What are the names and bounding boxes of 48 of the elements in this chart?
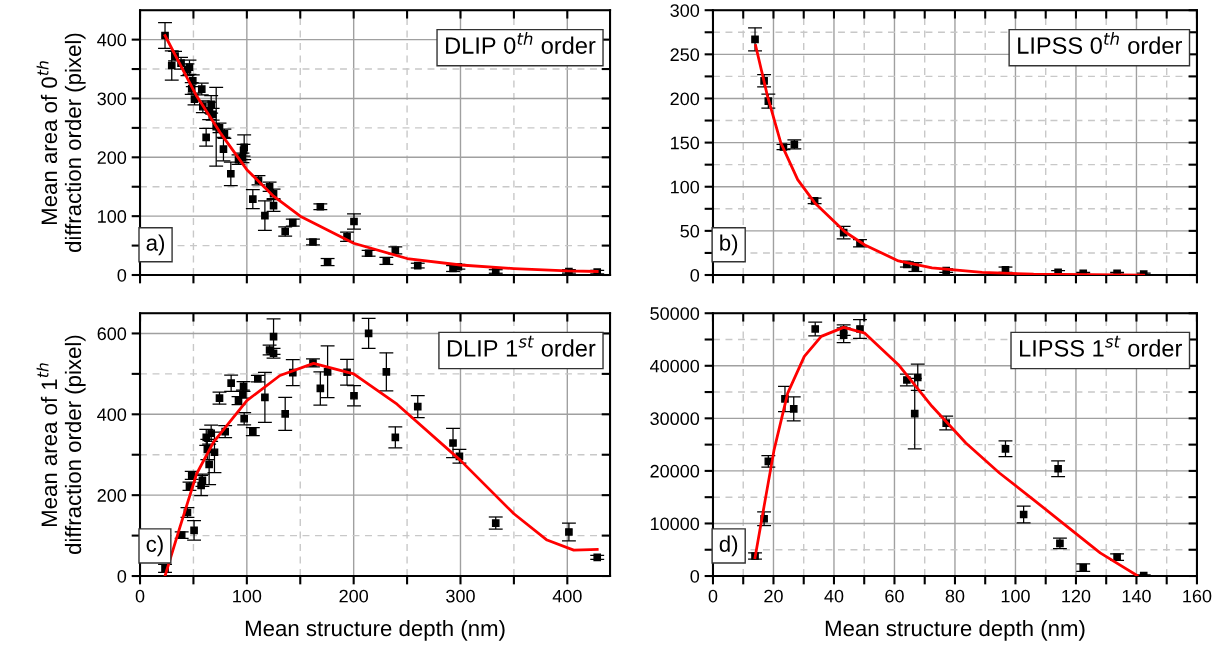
x-tick-label: 100 — [233, 589, 262, 603]
x-tick-label: 60 — [885, 589, 904, 603]
y-tick-label: 0 — [117, 268, 127, 282]
y-tick-label: 600 — [97, 327, 127, 341]
x-tick-label: 0 — [708, 589, 718, 603]
annotation: a) — [146, 234, 165, 256]
x-tick-label: 40 — [824, 589, 844, 603]
y-tick-label: 300 — [97, 92, 127, 106]
annotation: c) — [146, 535, 163, 557]
x-tick-label: 20 — [764, 589, 783, 603]
x-tick-label: 100 — [1001, 589, 1030, 603]
y-tick-label: 400 — [97, 408, 127, 422]
y-tick-label: 20000 — [650, 464, 700, 478]
y-tick-label: 200 — [670, 92, 700, 106]
x-axis-title: Mean structure depth (nm) — [245, 619, 505, 641]
y-tick-label: 150 — [671, 136, 700, 150]
y-tick-label: 0 — [117, 569, 127, 583]
x-tick-label: 200 — [339, 589, 369, 603]
x-tick-label: 0 — [135, 589, 145, 603]
y-tick-label: 0 — [690, 268, 700, 282]
annotation: LIPSS 1$^{st}$ order — [1020, 335, 1182, 357]
y-tick-label: 100 — [671, 180, 700, 194]
x-tick-label: 160 — [1183, 589, 1212, 603]
x-tick-label: 80 — [945, 589, 965, 603]
annotation: DLIP 0$^{th}$ order — [446, 32, 596, 54]
x-axis-title: Mean structure depth (nm) — [825, 619, 1085, 641]
y-tick-label: 40000 — [650, 359, 700, 373]
y-tick-label: 200 — [97, 151, 127, 165]
y-tick-label: 250 — [670, 48, 700, 62]
x-tick-label: 120 — [1062, 589, 1091, 603]
y-tick-label: 400 — [97, 33, 127, 47]
x-tick-label: 140 — [1122, 589, 1151, 603]
annotation: d) — [719, 535, 738, 557]
y-tick-label: 200 — [97, 489, 127, 502]
y-tick-label: 50 — [680, 224, 700, 238]
y-axis-title: Mean area of 1$^{th}$ diffraction order (pixel) — [36, 335, 86, 555]
x-tick-label: 400 — [552, 589, 582, 603]
y-tick-label: 30000 — [650, 412, 700, 426]
y-axis-title: Mean area of 0$^{th}$ diffraction order (pixel) — [36, 33, 86, 252]
y-tick-label: 50000 — [650, 307, 700, 320]
annotation: DLIP 1$^{st}$ order — [447, 335, 596, 357]
y-tick-label: 300 — [670, 4, 700, 17]
x-tick-label: 300 — [446, 589, 475, 603]
annotation: b) — [720, 234, 738, 256]
annotation: LIPSS 0$^{th}$ order — [1018, 32, 1182, 54]
y-tick-label: 10000 — [650, 517, 700, 531]
y-tick-label: 100 — [98, 210, 127, 223]
y-tick-label: 0 — [690, 569, 700, 583]
